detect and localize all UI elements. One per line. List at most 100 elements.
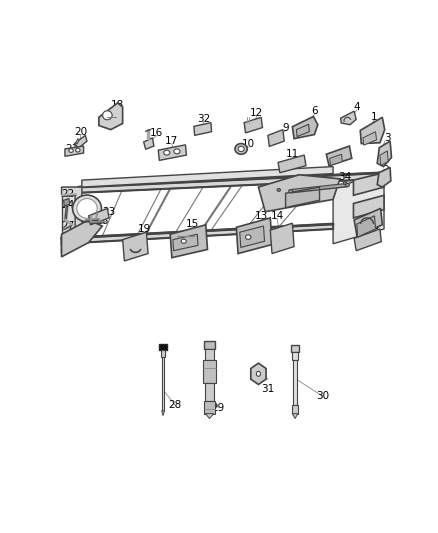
- Ellipse shape: [256, 372, 261, 376]
- Ellipse shape: [289, 190, 293, 193]
- Text: 10: 10: [242, 139, 255, 149]
- Polygon shape: [64, 199, 70, 206]
- Polygon shape: [357, 216, 375, 237]
- Text: 18: 18: [111, 100, 124, 110]
- Text: 1: 1: [371, 112, 377, 122]
- Polygon shape: [286, 187, 320, 207]
- Text: 21: 21: [65, 144, 78, 154]
- Text: 11: 11: [286, 149, 299, 159]
- Polygon shape: [377, 167, 391, 187]
- Polygon shape: [326, 146, 352, 166]
- Text: 4: 4: [353, 102, 360, 112]
- Polygon shape: [194, 123, 212, 135]
- Polygon shape: [244, 117, 262, 133]
- Ellipse shape: [238, 146, 244, 151]
- Ellipse shape: [246, 235, 251, 239]
- Polygon shape: [123, 232, 148, 261]
- Polygon shape: [297, 124, 309, 136]
- Text: 32: 32: [197, 114, 210, 124]
- Polygon shape: [293, 414, 298, 418]
- Polygon shape: [330, 154, 342, 165]
- Polygon shape: [61, 220, 95, 253]
- Polygon shape: [258, 175, 340, 212]
- Text: 25: 25: [85, 213, 99, 223]
- Text: 33: 33: [311, 183, 324, 193]
- Polygon shape: [144, 138, 154, 149]
- Text: 7: 7: [371, 209, 377, 219]
- Polygon shape: [61, 187, 78, 244]
- Text: 5: 5: [382, 161, 389, 172]
- Text: 31: 31: [261, 384, 275, 394]
- Text: 26: 26: [95, 216, 108, 226]
- Polygon shape: [205, 414, 214, 418]
- Bar: [204, 341, 215, 349]
- Text: 24: 24: [61, 200, 74, 209]
- Text: 34: 34: [338, 172, 351, 182]
- Text: 14: 14: [270, 211, 284, 221]
- Text: 29: 29: [212, 403, 225, 413]
- Polygon shape: [354, 229, 381, 251]
- Text: 30: 30: [316, 391, 329, 401]
- Polygon shape: [65, 146, 84, 156]
- Polygon shape: [170, 225, 208, 257]
- Bar: [291, 345, 300, 352]
- Text: 20: 20: [74, 127, 88, 136]
- Ellipse shape: [164, 150, 170, 155]
- Polygon shape: [237, 218, 272, 254]
- Polygon shape: [78, 173, 384, 193]
- Text: 17: 17: [165, 136, 179, 146]
- Polygon shape: [268, 130, 284, 147]
- Ellipse shape: [76, 148, 80, 152]
- Polygon shape: [88, 208, 109, 225]
- Polygon shape: [240, 226, 265, 247]
- Polygon shape: [353, 195, 384, 218]
- Bar: [203, 360, 215, 383]
- Polygon shape: [333, 173, 384, 244]
- Bar: [293, 406, 298, 414]
- Polygon shape: [158, 145, 187, 160]
- Bar: [162, 357, 164, 411]
- Text: 15: 15: [186, 219, 199, 229]
- Ellipse shape: [181, 239, 186, 243]
- Polygon shape: [353, 173, 384, 195]
- Ellipse shape: [345, 183, 350, 187]
- Text: 2: 2: [335, 151, 342, 161]
- Text: 6: 6: [311, 106, 318, 116]
- Ellipse shape: [69, 149, 73, 152]
- Text: 19: 19: [138, 224, 152, 235]
- Polygon shape: [377, 141, 392, 166]
- Bar: [293, 352, 298, 360]
- Bar: [205, 383, 214, 401]
- Bar: [205, 349, 214, 360]
- Bar: [159, 344, 167, 350]
- Text: 13: 13: [255, 211, 268, 221]
- Bar: [293, 360, 297, 406]
- Text: 9: 9: [282, 123, 289, 133]
- Polygon shape: [270, 223, 294, 254]
- Polygon shape: [76, 139, 79, 144]
- Polygon shape: [74, 135, 87, 148]
- Polygon shape: [99, 103, 123, 130]
- Polygon shape: [360, 117, 385, 143]
- Ellipse shape: [77, 199, 97, 219]
- Text: 28: 28: [169, 400, 182, 410]
- Text: 3: 3: [384, 133, 391, 143]
- Text: 34: 34: [276, 182, 290, 192]
- Ellipse shape: [102, 111, 112, 120]
- Polygon shape: [61, 220, 102, 257]
- Polygon shape: [293, 117, 318, 139]
- Ellipse shape: [235, 143, 247, 154]
- Polygon shape: [380, 151, 388, 165]
- Polygon shape: [61, 187, 82, 253]
- Polygon shape: [162, 411, 164, 416]
- Polygon shape: [61, 224, 333, 244]
- Polygon shape: [354, 208, 382, 236]
- Text: 12: 12: [250, 108, 263, 118]
- Polygon shape: [173, 235, 198, 251]
- Polygon shape: [278, 155, 306, 173]
- Bar: [204, 401, 215, 414]
- Ellipse shape: [174, 149, 180, 154]
- Ellipse shape: [343, 182, 346, 184]
- Text: 23: 23: [102, 207, 116, 217]
- Polygon shape: [341, 111, 356, 125]
